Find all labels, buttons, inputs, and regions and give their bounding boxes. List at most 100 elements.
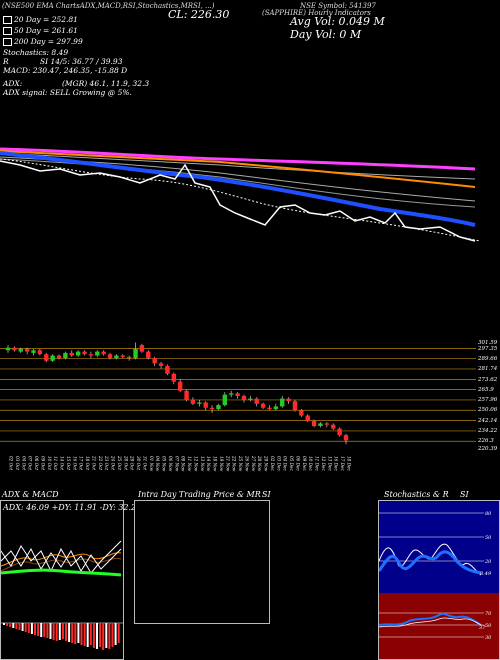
- candle-down: [165, 365, 170, 374]
- date-label: 17 Oct: [79, 456, 84, 470]
- intraday-panel-right: SI: [262, 490, 271, 499]
- date-label: 16 Oct: [72, 456, 77, 470]
- date-label: 28 Nov: [257, 455, 262, 472]
- adx-green-line: [1, 568, 122, 577]
- candle-down: [311, 420, 317, 427]
- price-axis-label: 301.59: [478, 340, 498, 346]
- candle-down: [337, 428, 342, 436]
- date-label: 04 Nov: [155, 456, 160, 472]
- macd-bar: [80, 623, 83, 645]
- rsi-thin-line: [379, 617, 482, 628]
- macd-bar: [55, 623, 58, 641]
- candle-down: [260, 403, 266, 408]
- candle-down: [82, 351, 87, 355]
- date-label: 06 Dec: [295, 456, 300, 471]
- stoch-panel-right: SI: [460, 490, 469, 499]
- candle-up: [50, 355, 55, 361]
- macd-bar: [6, 623, 9, 626]
- candle-up: [229, 393, 234, 395]
- legend-box-icon: [3, 38, 12, 46]
- macd-bar: [71, 623, 74, 643]
- adx-macd-chart: [1, 540, 123, 650]
- candle-down: [305, 415, 310, 421]
- date-label: 29 Nov: [264, 455, 269, 472]
- candle-up: [216, 405, 221, 410]
- date-axis: 02 Oct 03 Oct 04 Oct 07 Oct 08 Oct 09 Oct 10 O…: [9, 455, 352, 472]
- macd-bar: [99, 623, 102, 647]
- price-axis-label: 242.14: [478, 417, 498, 424]
- date-label: 24 Oct: [111, 455, 116, 470]
- date-label: 12 Dec: [321, 456, 326, 471]
- avg-volume: Avg Vol: 0.049 M: [290, 15, 385, 28]
- candle-down: [171, 373, 177, 382]
- dma50-line: [0, 151, 476, 227]
- macd-bar: [12, 623, 15, 628]
- date-label: 11 Dec: [315, 456, 320, 471]
- candle-down: [101, 351, 106, 355]
- date-label: 19 Nov: [219, 456, 224, 472]
- date-label: 18 Dec: [347, 456, 352, 471]
- adx-ma-line-1: [1, 552, 122, 567]
- candle-down: [24, 348, 30, 352]
- adx-value: (MGR) 46.1, 11.9, 32.3: [62, 79, 150, 88]
- date-label: 27 Nov: [251, 455, 256, 472]
- date-label: 07 Oct: [28, 456, 33, 470]
- candle-down: [120, 355, 125, 357]
- date-label: 04 Oct: [21, 456, 26, 470]
- date-label: 28 Oct: [123, 455, 128, 470]
- rsi-tick-70: 70: [485, 611, 492, 617]
- plus-di-line: [1, 540, 122, 574]
- candle-down: [241, 395, 247, 400]
- price-axis-label: 257.96: [478, 396, 498, 403]
- date-label: 05 Nov: [162, 456, 167, 472]
- rsi-value: SI 14/5: 36.77 / 39.93: [40, 57, 123, 66]
- macd-bar: [89, 623, 92, 645]
- candle-down: [146, 351, 151, 359]
- macd-bar: [24, 623, 27, 632]
- macd-bar: [46, 623, 49, 638]
- candle-down: [177, 381, 183, 391]
- macd-bar: [43, 623, 46, 637]
- macd-bar: [83, 623, 86, 646]
- macd-bar: [108, 623, 111, 649]
- date-label: 08 Oct: [34, 456, 39, 470]
- candle-up: [31, 350, 36, 353]
- candle-up: [18, 348, 23, 352]
- date-label: 26 Nov: [244, 455, 249, 472]
- candle-down: [44, 354, 49, 361]
- macd-bar: [21, 623, 24, 631]
- date-label: 16 Dec: [334, 456, 339, 471]
- candle-down: [69, 352, 74, 356]
- price-axis-label: 273.62: [478, 376, 498, 383]
- candle-down: [235, 393, 240, 396]
- date-label: 02 Dec: [270, 456, 275, 471]
- candle-up: [95, 351, 100, 356]
- candle-down: [292, 401, 298, 411]
- macd-bar: [96, 623, 98, 649]
- date-label: 13 Nov: [200, 456, 205, 472]
- candle-down: [254, 398, 259, 404]
- legend-box-icon: [3, 16, 12, 24]
- candle-up: [5, 347, 11, 351]
- date-label: 09 Dec: [302, 456, 307, 471]
- price-line: [0, 160, 476, 242]
- candle-up: [248, 398, 253, 400]
- adx-ma-line-2: [1, 557, 122, 572]
- adx-label: ADX:: [3, 79, 23, 88]
- date-label: 17 Dec: [340, 456, 345, 471]
- macd-value: MACD: 230.47, 246.35, -15.88 D: [3, 66, 128, 75]
- date-label: 21 Nov: [225, 455, 230, 472]
- intraday-panel: [134, 500, 270, 624]
- date-label: 11 Oct: [53, 456, 58, 470]
- date-label: 11 Nov: [187, 456, 192, 472]
- adx-panel-title: ADX & MACD: [2, 490, 59, 499]
- candle-up: [273, 406, 279, 410]
- legend-dma200: 200 Day = 297.99: [3, 37, 83, 46]
- candle-up: [75, 351, 81, 356]
- rsi-end-label: 37: [479, 625, 486, 631]
- macd-bar: [58, 623, 61, 640]
- header-title: (NSE500 EMA ChartsADX,MACD,RSI,Stochasti…: [2, 2, 215, 10]
- candle-up: [114, 355, 119, 359]
- date-label: 14 Oct: [60, 456, 65, 470]
- price-axis-label: 281.74: [478, 365, 498, 372]
